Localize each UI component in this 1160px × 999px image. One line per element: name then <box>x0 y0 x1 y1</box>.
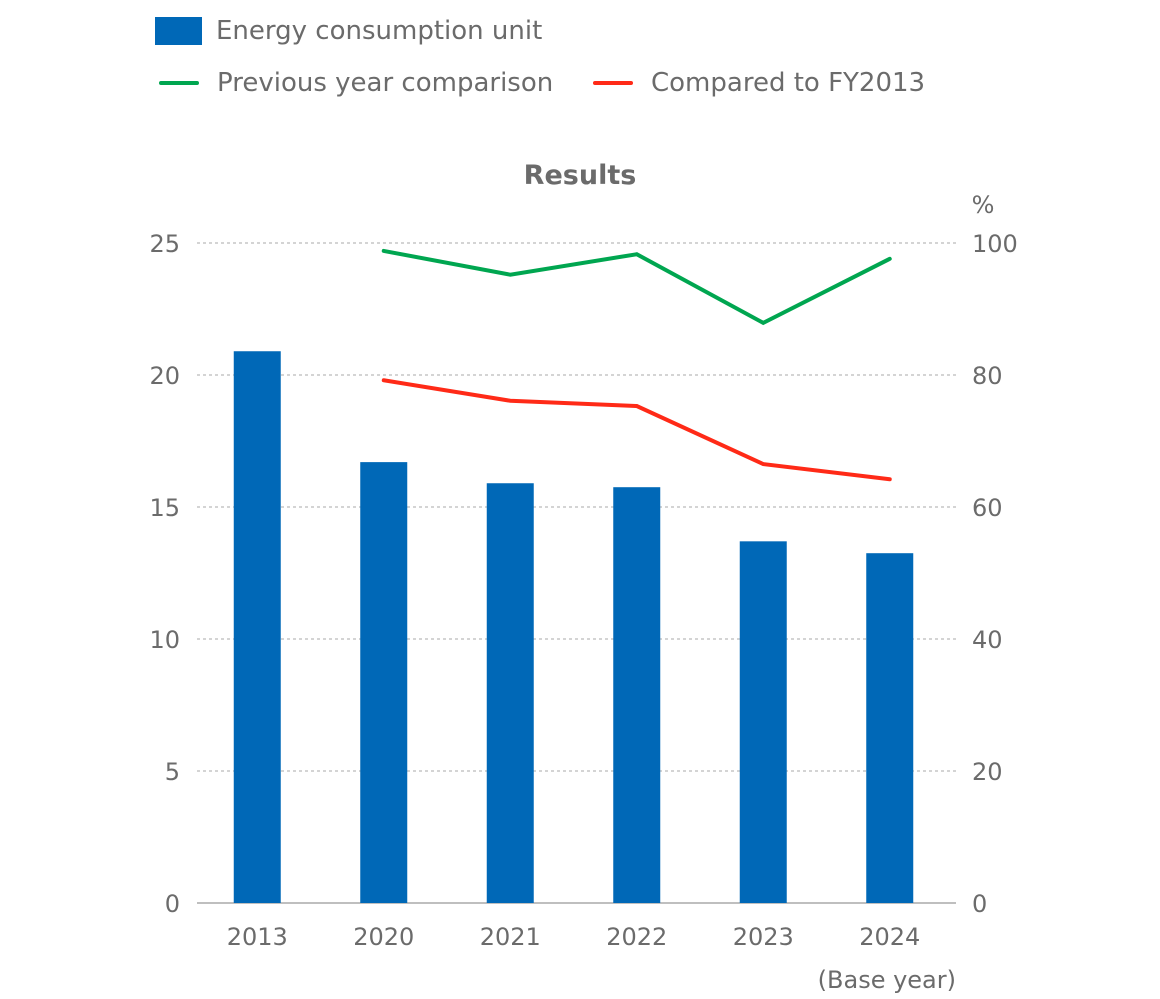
bar-2023 <box>739 541 787 903</box>
bar-2021 <box>486 483 534 903</box>
right-axis-tick: 60 <box>972 494 1003 522</box>
left-axis-tick: 0 <box>165 890 180 918</box>
legend-label: Compared to FY2013 <box>651 68 926 98</box>
right-axis-tick: 0 <box>972 890 987 918</box>
legend-item-fy2013: Compared to FY2013 <box>593 68 925 98</box>
left-axis-tick: 25 <box>149 230 180 258</box>
x-tick-label: 2023 <box>733 923 794 951</box>
x-tick-label: 2021 <box>480 923 541 951</box>
fy2013-line <box>381 378 892 482</box>
legend-item-energy: Energy consumption unit <box>155 16 542 46</box>
x-tick-label: 2022 <box>606 923 667 951</box>
previous-year-line <box>381 248 892 326</box>
x-tick-label: 2020 <box>353 923 414 951</box>
right-axis-tick: 40 <box>972 626 1003 654</box>
lines <box>381 248 892 482</box>
bars <box>233 351 914 903</box>
legend-label: Energy consumption unit <box>216 16 543 46</box>
x-tick-label: 2024 <box>859 923 920 951</box>
left-axis-tick: 10 <box>149 626 180 654</box>
base-year-note: (Base year) <box>818 966 956 994</box>
x-tick-label: 2013 <box>227 923 288 951</box>
right-axis-unit: % <box>972 191 995 219</box>
right-axis-tick: 100 <box>972 230 1018 258</box>
bar-2020 <box>360 462 408 903</box>
line-swatch-icon <box>159 81 199 85</box>
legend-item-previous-year: Previous year comparison <box>159 68 553 98</box>
right-axis-tick: 20 <box>972 758 1003 786</box>
bar-swatch-icon <box>155 17 202 45</box>
right-axis-tick: 80 <box>972 362 1003 390</box>
left-axis-tick: 5 <box>165 758 180 786</box>
bar-2022 <box>613 487 661 903</box>
left-axis-tick: 20 <box>149 362 180 390</box>
x-axis-ticks: 2013 2020 2021 2022 2023 2024 <box>227 923 921 951</box>
bar-2024 <box>866 553 914 903</box>
line-swatch-icon <box>593 81 633 85</box>
bar-2013 <box>233 351 281 903</box>
left-axis-tick: 15 <box>149 494 180 522</box>
gridlines: 0 0 5 20 10 40 15 60 20 80 25 100 <box>149 230 1017 918</box>
legend-label: Previous year comparison <box>217 68 554 98</box>
chart-title: Results <box>524 160 637 191</box>
